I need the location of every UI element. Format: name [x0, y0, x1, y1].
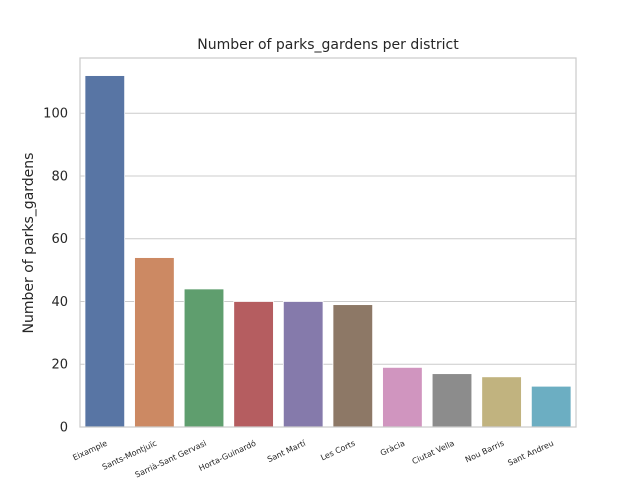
x-tick-label: Sant Martí: [266, 438, 308, 464]
x-tick-label: Nou Barris: [464, 439, 506, 465]
chart-title: Number of parks_gardens per district: [197, 37, 459, 53]
y-tick-label: 100: [43, 107, 68, 122]
bar: [84, 75, 126, 428]
bar: [332, 304, 374, 428]
y-axis-label: Number of parks_gardens: [21, 153, 37, 334]
y-tick-label: 60: [51, 232, 68, 247]
bar: [382, 366, 423, 428]
bar: [134, 257, 175, 428]
bars: [84, 75, 572, 428]
bar: [530, 385, 572, 428]
bar: [282, 301, 324, 428]
y-tick-label: 20: [51, 358, 68, 373]
bar: [183, 288, 225, 428]
bar: [233, 301, 274, 428]
x-tick-label: Ciutat Vella: [411, 439, 456, 467]
x-tick-label: Eixample: [71, 439, 108, 463]
y-tick-label: 0: [60, 421, 68, 436]
y-axis-ticks: 0 20 40 60 80 100: [43, 107, 68, 436]
y-tick-label: 40: [51, 295, 68, 310]
bar: [431, 373, 473, 428]
x-tick-label: Horta-Guinardó: [197, 438, 258, 473]
y-tick-label: 80: [51, 169, 68, 184]
plot-frame: [79, 57, 577, 428]
x-tick-label: Gràcia: [379, 439, 406, 458]
x-tick-label: Les Corts: [319, 439, 356, 463]
x-tick-label: Sant Andreu: [506, 439, 555, 468]
bar: [481, 376, 522, 428]
